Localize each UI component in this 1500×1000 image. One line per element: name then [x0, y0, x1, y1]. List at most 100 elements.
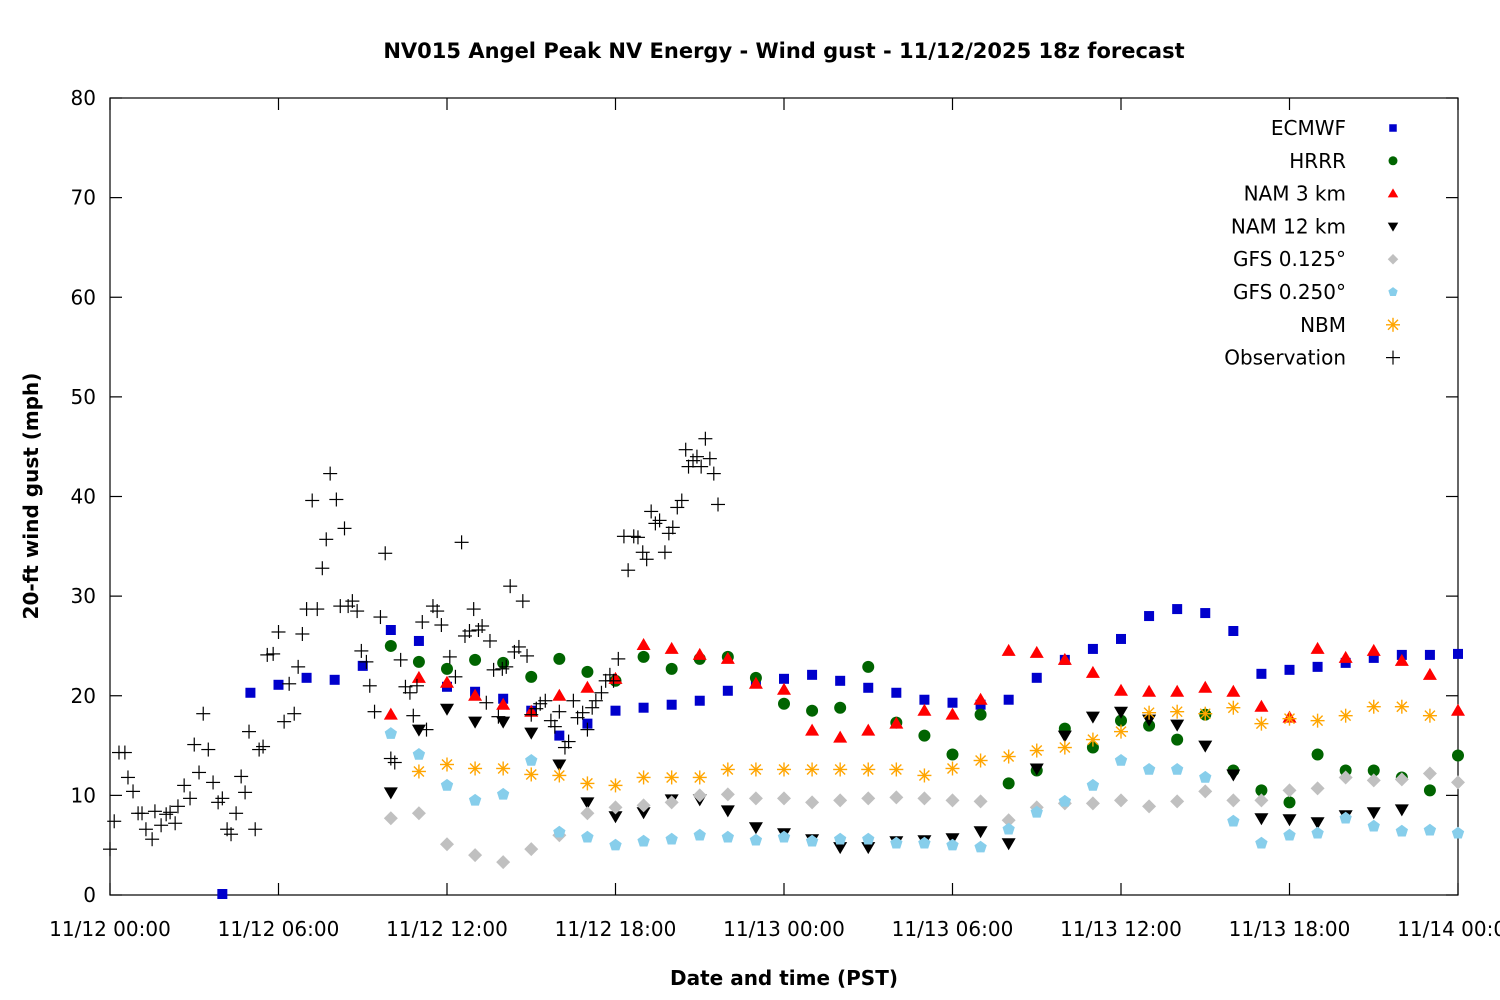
point-nam-12-km: [833, 842, 848, 855]
point-nam-12-km: [973, 826, 988, 839]
point-nbm: [748, 762, 763, 777]
point-hrrr: [553, 652, 566, 665]
point-gfs-0-125: [748, 791, 763, 806]
point-observation: [211, 795, 226, 810]
point-nbm: [468, 761, 483, 776]
point-observation: [291, 659, 306, 674]
point-nam-12-km: [748, 822, 763, 835]
point-nam-12-km: [552, 759, 567, 772]
point-nam-3-km: [692, 647, 707, 660]
point-observation: [466, 602, 481, 617]
point-gfs-0-125: [664, 795, 679, 810]
legend-item-gfs-0-250: GFS 0.250°: [1233, 280, 1398, 304]
legend-label: NAM 12 km: [1231, 214, 1346, 238]
point-observation: [639, 552, 654, 567]
point-nam-12-km: [1170, 719, 1185, 732]
point-nam-3-km: [468, 688, 483, 701]
point-gfs-0-250: [1002, 822, 1015, 835]
point-gfs-0-125: [1085, 796, 1100, 811]
point-observation: [575, 705, 590, 720]
point-observation: [323, 466, 338, 481]
point-ecmwf: [1453, 648, 1463, 659]
point-nam-3-km: [580, 680, 595, 693]
point-gfs-0-250: [1395, 824, 1408, 837]
point-observation: [107, 814, 122, 829]
point-nam-3-km: [496, 697, 511, 710]
point-gfs-0-250: [1339, 811, 1352, 824]
point-observation: [170, 799, 185, 814]
point-nam-3-km: [1170, 684, 1185, 697]
point-ecmwf: [245, 687, 256, 698]
point-observation: [520, 648, 535, 663]
point-gfs-0-250: [1142, 763, 1156, 775]
point-nam-12-km: [383, 787, 398, 800]
point-gfs-0-250: [777, 830, 791, 843]
point-observation: [393, 652, 408, 667]
point-hrrr: [469, 653, 482, 666]
point-gfs-0-250: [1227, 814, 1240, 827]
point-nbm: [861, 762, 876, 777]
point-nam-12-km: [1226, 769, 1241, 782]
point-ecmwf: [1284, 664, 1295, 675]
point-hrrr: [1086, 741, 1099, 754]
legend-item-hrrr: HRRR: [1289, 149, 1398, 173]
point-observation: [657, 545, 672, 560]
point-observation: [248, 822, 263, 837]
y-tick-label: 20: [71, 684, 96, 708]
point-gfs-0-250: [946, 838, 959, 851]
legend-item-gfs-0-125: GFS 0.125°: [1233, 247, 1399, 271]
point-nam-3-km: [805, 723, 820, 736]
point-observation: [354, 643, 369, 658]
point-observation: [495, 661, 510, 676]
point-gfs-0-250: [412, 748, 426, 760]
point-nam-3-km: [861, 723, 876, 736]
point-gfs-0-125: [1226, 793, 1241, 808]
point-nam-3-km: [440, 675, 454, 688]
point-observation: [154, 818, 169, 833]
point-observation: [277, 714, 292, 729]
legend-marker-nbm: [1386, 317, 1400, 332]
legend-marker-hrrr: [1388, 156, 1398, 166]
legend-label: ECMWF: [1271, 116, 1346, 140]
point-observation: [706, 466, 721, 481]
point-gfs-0-250: [834, 832, 847, 845]
point-gfs-0-250: [637, 834, 650, 847]
point-nam-12-km: [1366, 807, 1381, 820]
point-gfs-0-250: [1367, 819, 1380, 832]
point-nam-3-km: [1422, 667, 1437, 680]
point-gfs-0-250: [1423, 823, 1437, 836]
x-tick-label: 11/12 18:00: [555, 917, 677, 941]
point-observation: [201, 742, 216, 757]
point-nam-12-km: [1394, 804, 1409, 817]
point-nbm: [552, 768, 567, 783]
point-nbm: [411, 764, 426, 779]
point-observation: [689, 449, 704, 464]
point-observation: [315, 561, 330, 576]
point-gfs-0-250: [1171, 763, 1184, 775]
point-gfs-0-250: [721, 830, 734, 843]
point-nam-12-km: [1282, 814, 1297, 827]
point-nbm: [720, 762, 735, 777]
point-observation: [644, 504, 659, 519]
point-gfs-0-125: [889, 790, 904, 805]
point-observation: [674, 493, 689, 508]
point-ecmwf: [413, 635, 424, 646]
point-hrrr: [441, 662, 453, 675]
point-hrrr: [834, 701, 847, 714]
point-nam-12-km: [440, 703, 454, 716]
legend-label: HRRR: [1289, 149, 1346, 173]
point-nbm: [973, 753, 988, 768]
point-hrrr: [525, 670, 538, 683]
point-observation: [242, 724, 257, 739]
point-observation: [434, 618, 449, 633]
point-gfs-0-125: [1001, 813, 1016, 828]
point-observation: [187, 737, 202, 752]
point-nbm: [440, 757, 454, 772]
point-observation: [454, 535, 469, 550]
point-gfs-0-125: [1310, 781, 1325, 796]
point-nam-12-km: [1085, 711, 1100, 724]
point-nam-3-km: [1254, 699, 1269, 712]
point-ecmwf: [891, 687, 902, 698]
series-nbm: [411, 699, 1437, 793]
point-gfs-0-125: [945, 793, 960, 808]
